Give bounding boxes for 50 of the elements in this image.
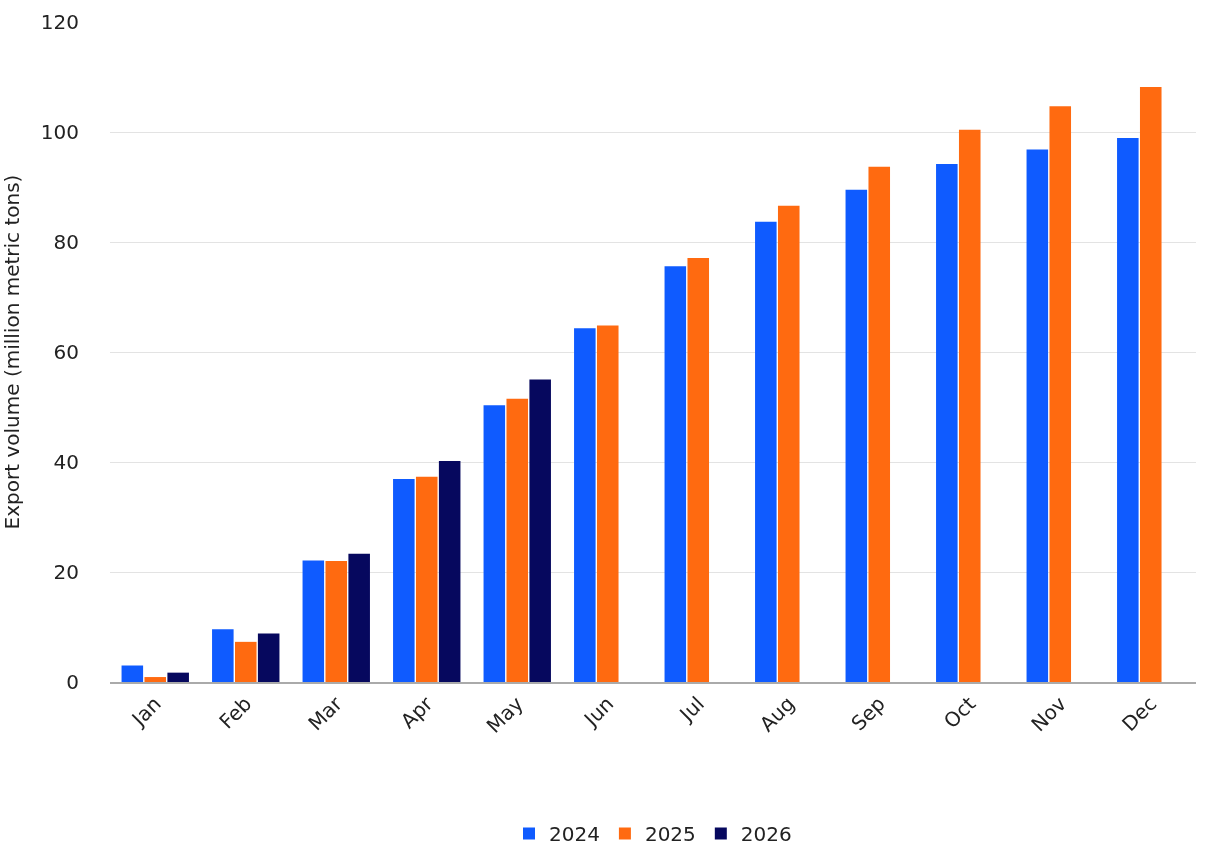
y-tick-label: 0 bbox=[66, 670, 79, 694]
bar bbox=[348, 553, 370, 682]
bar bbox=[302, 560, 325, 682]
x-tick-label: Jun bbox=[577, 691, 619, 733]
bar bbox=[596, 325, 619, 682]
bar bbox=[1026, 149, 1049, 682]
bar bbox=[529, 379, 551, 682]
x-tick-label: Oct bbox=[938, 691, 981, 734]
bar bbox=[936, 163, 958, 682]
x-tick-label: Sep bbox=[846, 691, 890, 736]
bar bbox=[777, 205, 800, 682]
x-tick-label: Nov bbox=[1026, 691, 1071, 737]
bar bbox=[1117, 138, 1139, 682]
bar bbox=[574, 328, 596, 682]
bar bbox=[755, 221, 777, 682]
legend-label: 2025 bbox=[644, 822, 696, 847]
bar bbox=[438, 460, 461, 682]
x-tick-label: Jan bbox=[125, 691, 166, 732]
legend-label: 2026 bbox=[740, 822, 792, 847]
bar bbox=[664, 266, 687, 682]
x-tick-label: Feb bbox=[214, 691, 257, 734]
legend-label: 2024 bbox=[549, 822, 600, 847]
bar bbox=[687, 257, 710, 682]
bar bbox=[1139, 86, 1162, 682]
bar bbox=[257, 633, 280, 682]
y-tick-label: 120 bbox=[40, 10, 79, 34]
bar bbox=[506, 398, 529, 682]
bar bbox=[393, 479, 415, 682]
x-tick-label: Apr bbox=[395, 691, 438, 734]
y-tick-label: 60 bbox=[53, 340, 79, 364]
x-tick-label: Mar bbox=[303, 691, 348, 736]
bar bbox=[868, 166, 891, 682]
y-tick-label: 20 bbox=[53, 560, 79, 584]
y-axis-title: Export volume (million metric tons) bbox=[0, 174, 25, 530]
bar bbox=[144, 677, 167, 682]
bar bbox=[1049, 106, 1072, 682]
bar bbox=[121, 665, 144, 682]
bar bbox=[325, 561, 348, 682]
y-tick-label: 40 bbox=[53, 450, 79, 474]
bar bbox=[212, 629, 234, 682]
bar bbox=[845, 189, 868, 682]
bar bbox=[958, 129, 981, 682]
y-tick-label: 100 bbox=[40, 120, 79, 144]
bar bbox=[234, 641, 257, 682]
y-tick-label: 80 bbox=[53, 230, 79, 254]
bar bbox=[415, 476, 438, 682]
bar bbox=[167, 672, 189, 682]
bar bbox=[483, 405, 506, 682]
x-tick-label: Jul bbox=[673, 691, 709, 728]
x-tick-label: Dec bbox=[1117, 691, 1162, 736]
